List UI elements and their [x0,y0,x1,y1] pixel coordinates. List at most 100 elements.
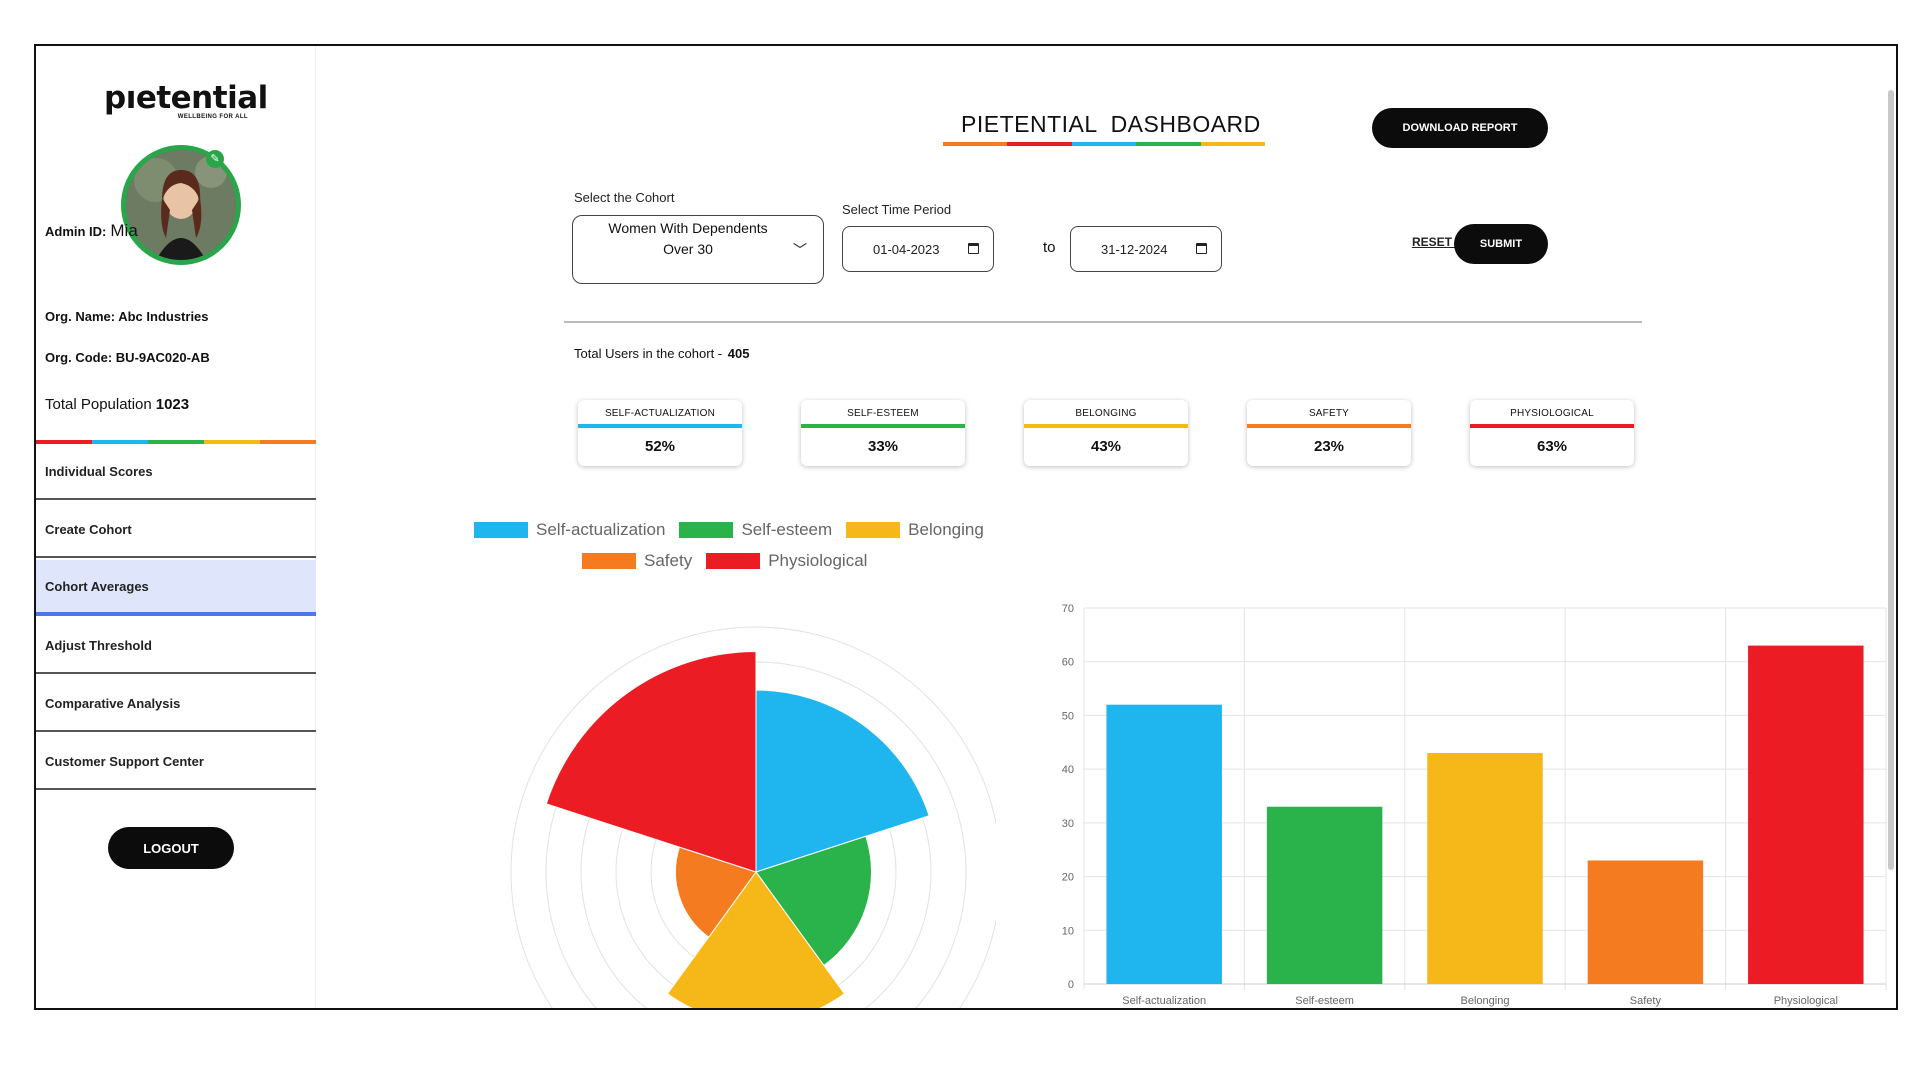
total-users-label: Total Users in the cohort - [574,346,726,361]
bar-self-actualization[interactable] [1106,704,1222,984]
polar-area-chart [510,626,996,1010]
polar-slice-self-esteem[interactable] [755,835,872,967]
cohort-select-value: Women With Dependents Over 30 [608,220,768,257]
sidebar-item-individual-scores[interactable]: Individual Scores [36,444,316,500]
polar-slice-self-actualization[interactable] [755,689,930,873]
polar-slice-physiological[interactable] [545,650,757,873]
legend-item-self-esteem[interactable]: Self-esteem [679,520,832,540]
date-to-input[interactable]: 31-12-2024 [1070,226,1222,272]
y-tick-label: 30 [1062,818,1074,830]
submit-button[interactable]: SUBMIT [1454,224,1548,264]
bar-belonging[interactable] [1427,753,1543,984]
sidebar-item-customer-support[interactable]: Customer Support Center [36,734,316,790]
sidebar-color-divider [36,440,316,444]
total-users-value: 405 [727,346,750,361]
polar-legend-row-2: Safety Physiological [582,551,881,571]
period-label: Select Time Period [842,202,952,217]
metric-color-bar [801,424,965,428]
cohort-select[interactable]: Women With Dependents Over 30 ﹀ [572,215,824,284]
cohort-label: Select the Cohort [574,190,675,205]
sidebar-item-label: Adjust Threshold [45,637,152,653]
sidebar-item-cohort-averages[interactable]: Cohort Averages [36,560,316,616]
legend-item-safety[interactable]: Safety [582,551,692,571]
y-tick-label: 0 [1068,979,1074,991]
date-from-value: 01-04-2023 [873,241,940,257]
metric-label: BELONGING [1075,408,1137,419]
admin-id-value: Mia [110,221,138,240]
org-name-label: Org. Name: [45,309,116,324]
metric-card-self-esteem: SELF-ESTEEM 33% [801,400,965,466]
title-underline [943,142,1266,146]
x-tick-label: Safety [1630,995,1662,1007]
legend-item-physiological[interactable]: Physiological [706,551,867,571]
sidebar-item-label: Individual Scores [45,463,153,479]
metric-value: 52% [644,438,676,455]
legend-label: Safety [644,551,693,570]
polar-slice-belonging[interactable] [666,871,846,1010]
avatar[interactable] [121,145,241,265]
metric-label: PHYSIOLOGICAL [1510,408,1594,419]
app-frame: pıetential WELLBEING FOR ALL ✎ Admin ID:… [34,44,1898,1010]
metric-value: 23% [1313,438,1345,455]
legend-label: Belonging [908,520,984,539]
sidebar: pıetential WELLBEING FOR ALL ✎ Admin ID:… [36,46,316,1008]
metric-value: 43% [1090,438,1122,455]
org-name: Org. Name: Abc Industries [45,309,209,324]
y-tick-label: 20 [1062,872,1074,884]
org-code-value: BU-9AC020-AB [115,350,210,365]
calendar-icon[interactable] [1196,243,1207,254]
sidebar-item-label: Comparative Analysis [45,695,181,711]
x-tick-label: Self-esteem [1295,995,1354,1007]
legend-item-belonging[interactable]: Belonging [846,520,984,540]
metric-value: 63% [1536,438,1568,455]
sidebar-item-create-cohort[interactable]: Create Cohort [36,502,316,558]
sidebar-item-label: Create Cohort [45,521,132,537]
brand-name: pıetential [104,80,268,116]
edit-avatar-icon[interactable]: ✎ [206,150,224,168]
bar-safety[interactable] [1587,860,1704,984]
bar-chart: 0 10 20 30 40 50 60 70 Self-actualization Self-es… [1062,603,1887,1007]
scrollbar[interactable] [1888,90,1894,870]
metric-card-physiological: PHYSIOLOGICAL 63% [1470,400,1634,466]
metric-label: SELF-ESTEEM [847,408,919,419]
metric-card-safety: SAFETY 23% [1247,400,1411,466]
date-to-value: 31-12-2024 [1101,241,1168,257]
population-label: Total Population [45,396,152,413]
polar-slice-safety[interactable] [675,846,757,938]
metric-card-self-actualization: SELF-ACTUALIZATION 52% [578,400,742,466]
bar-self-esteem[interactable] [1266,806,1383,984]
page-title: PIETENTIAL DASHBOARD [961,111,1261,137]
brand-tagline: WELLBEING FOR ALL [177,114,248,120]
legend-item-self-actualization[interactable]: Self-actualization [474,520,665,540]
sidebar-item-label: Customer Support Center [45,753,204,769]
y-tick-label: 70 [1062,603,1074,615]
polar-legend-row-1: Self-actualization Self-esteem Belonging [474,520,998,540]
x-tick-label: Physiological [1774,995,1838,1007]
download-report-button[interactable]: DOWNLOAD REPORT [1372,108,1548,148]
legend-label: Self-esteem [741,520,833,539]
total-users: Total Users in the cohort - 405 [574,346,749,361]
metric-color-bar [1024,424,1188,428]
org-code-label: Org. Code: [45,350,113,365]
admin-id-label: Admin ID: [45,224,107,239]
metric-color-bar [578,424,742,428]
legend-label: Physiological [768,551,868,570]
metric-card-belonging: BELONGING 43% [1024,400,1188,466]
metric-value: 33% [867,438,899,455]
logout-button[interactable]: LOGOUT [108,827,234,869]
legend-label: Self-actualization [536,520,666,539]
sidebar-item-label: Cohort Averages [45,578,149,594]
y-tick-label: 60 [1062,657,1074,669]
metric-label: SAFETY [1308,408,1350,419]
calendar-icon[interactable] [968,243,979,254]
date-from-input[interactable]: 01-04-2023 [842,226,994,272]
org-name-value: Abc Industries [118,309,209,324]
bar-physiological[interactable] [1748,645,1864,984]
metric-color-bar [1247,424,1411,428]
to-label: to [1043,239,1056,256]
sidebar-item-comparative-analysis[interactable]: Comparative Analysis [36,676,316,732]
total-population: Total Population 1023 [45,396,189,413]
population-value: 1023 [155,396,190,413]
sidebar-item-adjust-threshold[interactable]: Adjust Threshold [36,618,316,674]
x-tick-label: Belonging [1461,995,1510,1007]
